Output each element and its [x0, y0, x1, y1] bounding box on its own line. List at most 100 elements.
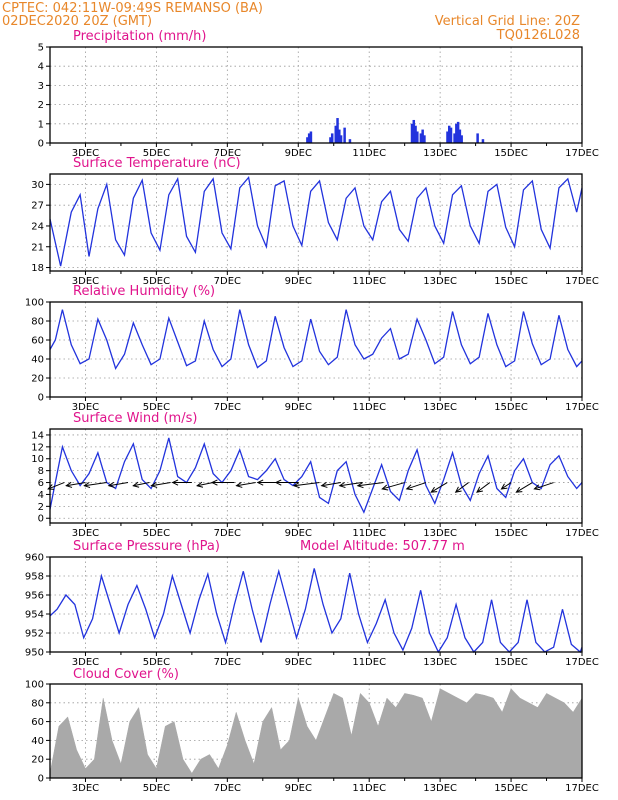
precip-bar — [343, 127, 346, 143]
x-tick-label: 9DEC — [285, 783, 312, 794]
series-line — [49, 309, 583, 371]
wind-arrow-head — [356, 482, 364, 489]
precip-bar — [338, 129, 341, 143]
precipitation-panel: Precipitation (mm/h) 0 1 2 3 4 5 3DEC 5DEC 7DEC 9… — [38, 29, 599, 159]
x-tick-label: 3DEC — [72, 276, 99, 287]
wind-arrow-head — [132, 481, 140, 488]
precipitation-plot: 0 1 2 3 4 5 3DEC 5DEC 7DEC 9DEC 11DEC 13DEC 15DEC 17D… — [38, 43, 599, 160]
precip-bar — [421, 129, 424, 143]
wind-arrow-head — [210, 479, 218, 486]
cloud-panel: Cloud Cover (%) 0 20 40 60 80 100 3DEC 5DEC 7DEC… — [25, 667, 599, 794]
y-tick-label: 2 — [38, 502, 44, 513]
x-tick-label: 9DEC — [285, 402, 312, 413]
x-tick-label: 15DEC — [494, 657, 528, 668]
x-tick-label: 7DEC — [214, 657, 241, 668]
precip-bar — [339, 135, 343, 143]
header-location: CPTEC: 042:11W-09:49S REMANSO (BA) — [2, 1, 263, 16]
series-line — [49, 176, 583, 267]
precip-bar — [330, 133, 334, 143]
y-tick-label: 14 — [31, 430, 44, 441]
x-tick-label: 5DEC — [143, 657, 170, 668]
wind-arrow-shaft — [133, 482, 150, 487]
precip-bar — [334, 125, 338, 143]
x-tick-label: 15DEC — [494, 148, 528, 159]
y-tick-label: 1 — [38, 119, 44, 130]
header-run-code: TQ0126L028 — [496, 28, 580, 43]
y-tick-label: 958 — [25, 572, 44, 583]
precip-bar — [455, 123, 458, 143]
y-tick-label: 954 — [25, 610, 44, 621]
temperature-panel: Surface Temperature (nC) 18 21 24 27 30 3DEC 5… — [31, 156, 599, 287]
wind-arrow-shaft — [108, 482, 129, 487]
precip-bar — [416, 131, 419, 143]
wind-arrow-shaft — [534, 482, 554, 490]
x-tick-label: 7DEC — [214, 528, 241, 539]
x-tick-label: 5DEC — [143, 783, 170, 794]
y-tick-label: 80 — [31, 698, 44, 709]
x-tick-label: 17DEC — [565, 276, 599, 287]
y-tick-label: 952 — [25, 629, 44, 640]
y-tick-label: 21 — [31, 242, 44, 253]
y-tick-label: 12 — [31, 442, 44, 453]
wind-arrow-head — [454, 486, 462, 493]
x-tick-label: 3DEC — [72, 783, 99, 794]
cloud-cover-area — [49, 688, 583, 779]
y-tick-label: 960 — [25, 553, 44, 564]
cloud-plot: 0 20 40 60 80 100 3DEC 5DEC 7DEC 9DEC 11DEC 13DEC 15… — [25, 680, 599, 795]
precip-bar — [419, 133, 423, 143]
plot-frame — [49, 173, 583, 272]
wind-arrow-shaft — [501, 482, 512, 490]
x-tick-label: 13DEC — [423, 528, 457, 539]
wind-arrow-head — [65, 481, 73, 488]
plot-frame — [49, 46, 583, 144]
x-tick-label: 11DEC — [352, 148, 386, 159]
x-tick-label: 15DEC — [494, 528, 528, 539]
wind-arrow-head — [274, 479, 282, 486]
temperature-title: Surface Temperature (nC) — [73, 156, 241, 171]
y-tick-label: 0 — [38, 514, 44, 525]
wind-arrow-head — [430, 486, 438, 493]
y-tick-label: 3 — [38, 81, 44, 92]
x-tick-label: 7DEC — [214, 148, 241, 159]
precip-bar — [414, 125, 417, 143]
y-tick-label: 4 — [38, 62, 44, 73]
precip-bar — [448, 125, 451, 143]
wind-arrow-shaft — [516, 482, 533, 493]
wind-arrow-head — [533, 484, 541, 491]
x-tick-label: 13DEC — [423, 657, 457, 668]
y-tick-label: 0 — [38, 393, 44, 404]
wind-arrow-shaft — [321, 482, 341, 487]
plot-frame — [49, 428, 583, 524]
plot-frame — [49, 683, 583, 779]
precip-bar — [476, 133, 479, 143]
x-tick-label: 13DEC — [423, 276, 457, 287]
precip-bar — [336, 118, 339, 143]
y-tick-label: 100 — [25, 298, 44, 309]
x-tick-label: 15DEC — [494, 783, 528, 794]
precip-bar — [329, 137, 332, 143]
header: CPTEC: 042:11W-09:49S REMANSO (BA) 02DEC… — [2, 1, 580, 43]
pressure-title: Surface Pressure (hPa) — [73, 539, 220, 554]
x-tick-label: 5DEC — [143, 402, 170, 413]
y-tick-label: 40 — [31, 355, 44, 366]
pressure-panel: Surface Pressure (hPa) Model Altitude: 5… — [25, 539, 599, 668]
y-tick-label: 10 — [31, 454, 44, 465]
precip-bar — [306, 137, 309, 143]
y-tick-label: 0 — [38, 774, 44, 785]
x-tick-label: 3DEC — [72, 528, 99, 539]
y-tick-label: 60 — [31, 717, 44, 728]
x-tick-label: 17DEC — [565, 528, 599, 539]
y-tick-label: 950 — [25, 648, 44, 659]
x-tick-label: 9DEC — [285, 148, 312, 159]
pressure-plot: 950 952 954 956 958 960 3DEC 5DEC 7DEC 9DEC 11DEC 1… — [25, 553, 599, 669]
wind-arrow-shaft — [293, 482, 320, 487]
x-tick-label: 9DEC — [285, 528, 312, 539]
x-tick-label: 3DEC — [72, 148, 99, 159]
wind-arrow-shaft — [406, 482, 427, 490]
wind-arrow-head — [47, 484, 55, 490]
x-tick-label: 13DEC — [423, 783, 457, 794]
y-tick-label: 2 — [38, 100, 44, 111]
wind-arrow-shaft — [382, 482, 405, 490]
y-tick-label: 0 — [38, 139, 44, 150]
